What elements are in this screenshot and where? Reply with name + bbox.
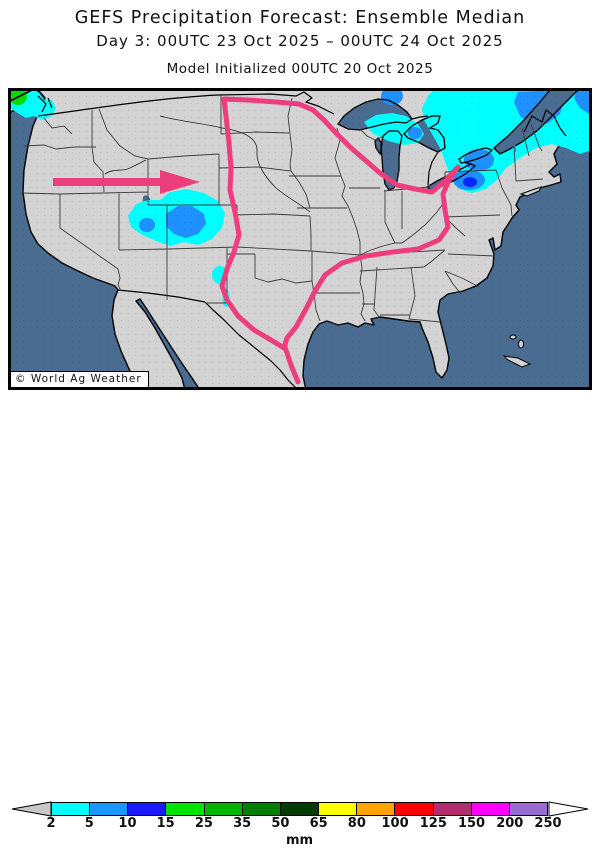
colorbar-cell bbox=[508, 802, 549, 816]
islands bbox=[502, 186, 542, 368]
watermark: © World Ag Weather bbox=[10, 371, 149, 388]
colorbar-tick: 100 bbox=[381, 816, 409, 831]
colorbar-tick: 50 bbox=[271, 816, 290, 831]
rivers bbox=[43, 115, 311, 213]
page-title: GEFS Precipitation Forecast: Ensemble Me… bbox=[74, 8, 526, 28]
long-island bbox=[519, 186, 542, 197]
state-borders bbox=[20, 94, 544, 323]
us-precipitation-map: © World Ag Weather bbox=[8, 88, 592, 390]
map-frame bbox=[8, 88, 592, 390]
colorbar-tick: 250 bbox=[534, 816, 562, 831]
colorbar-cell bbox=[394, 802, 434, 816]
national-borders bbox=[8, 89, 567, 389]
colorbar-cell bbox=[279, 802, 320, 816]
colorbar-tick: 2 bbox=[46, 816, 56, 831]
bahamas bbox=[518, 339, 524, 349]
colorbar-tick: 10 bbox=[118, 816, 137, 831]
colorbar-cell bbox=[127, 802, 167, 816]
missouri-river bbox=[159, 115, 311, 213]
colorbar-cell bbox=[241, 802, 281, 816]
colorbar-tick: 150 bbox=[457, 816, 486, 831]
colorbar-tick: 80 bbox=[347, 816, 366, 831]
colorbar-tick: 25 bbox=[194, 816, 213, 831]
colorbar-tick: 125 bbox=[419, 816, 447, 831]
valid-period: Day 3: 00UTC 23 Oct 2025 – 00UTC 24 Oct … bbox=[96, 32, 504, 50]
precip-colorbar: 2 5 10 15 25 35 50 65 80 100 125 150 200 250 mm bbox=[0, 395, 600, 848]
colorbar-tick: 200 bbox=[496, 816, 524, 831]
flow-arrow bbox=[53, 170, 200, 194]
lake-champlain bbox=[511, 133, 517, 153]
colorbar-cell bbox=[356, 802, 396, 816]
colorbar-cell bbox=[203, 802, 243, 816]
colorbar-cell bbox=[432, 802, 472, 816]
stipple-texture bbox=[8, 88, 592, 390]
colorbar-cell bbox=[318, 802, 358, 816]
colorbar-tick: 35 bbox=[233, 816, 252, 831]
colorbar-tick: 65 bbox=[309, 816, 328, 831]
init-time: Model Initialized 00UTC 20 Oct 2025 bbox=[166, 61, 434, 77]
snake-river bbox=[104, 159, 147, 175]
colorbar-ticks: 2 5 10 15 25 35 50 65 80 100 125 150 200 250 bbox=[46, 816, 561, 832]
colorbar-cell bbox=[51, 802, 91, 816]
colorbar-cell bbox=[89, 802, 129, 816]
map-canvas bbox=[8, 88, 592, 390]
colorbar-cells bbox=[51, 802, 549, 816]
colorbar-tick: 15 bbox=[156, 816, 175, 831]
bahamas bbox=[509, 334, 517, 340]
colorbar-unit: mm bbox=[285, 833, 314, 848]
columbia-river bbox=[43, 117, 73, 135]
weather-forecast-page: { "header": { "title": "GEFS Precipitati… bbox=[0, 8, 600, 848]
cuba bbox=[502, 355, 532, 368]
colorbar-cell bbox=[470, 802, 510, 816]
colorbar-cell bbox=[165, 802, 205, 816]
contour-line bbox=[219, 96, 461, 385]
colorbar-left-arrow bbox=[11, 801, 52, 817]
colorbar-right-arrow bbox=[548, 801, 589, 817]
colorbar-tick: 5 bbox=[84, 816, 94, 831]
